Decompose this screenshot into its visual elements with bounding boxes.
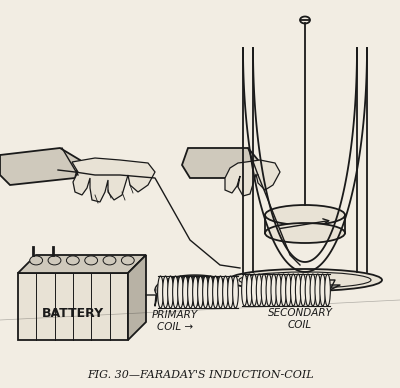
Ellipse shape	[300, 17, 310, 24]
Ellipse shape	[325, 274, 330, 306]
Ellipse shape	[320, 274, 326, 306]
Text: BATTERY: BATTERY	[42, 307, 104, 320]
Ellipse shape	[305, 274, 311, 306]
Ellipse shape	[178, 276, 183, 308]
Ellipse shape	[271, 274, 276, 306]
Polygon shape	[128, 255, 146, 340]
Ellipse shape	[228, 276, 233, 308]
Ellipse shape	[296, 274, 301, 306]
Ellipse shape	[158, 276, 163, 308]
Ellipse shape	[228, 269, 382, 291]
Ellipse shape	[159, 277, 231, 303]
Ellipse shape	[48, 256, 61, 265]
Ellipse shape	[163, 276, 168, 308]
Ellipse shape	[252, 274, 257, 306]
Ellipse shape	[173, 276, 178, 308]
Text: PRIMARY
COIL →: PRIMARY COIL →	[152, 310, 198, 332]
Text: FIG. 30—FARADAY'S INDUCTION-COIL: FIG. 30—FARADAY'S INDUCTION-COIL	[87, 370, 313, 380]
Ellipse shape	[167, 279, 223, 300]
Ellipse shape	[103, 256, 116, 265]
Ellipse shape	[223, 276, 228, 308]
Ellipse shape	[218, 276, 223, 308]
Polygon shape	[18, 255, 146, 273]
Bar	[18, 273, 128, 340]
Ellipse shape	[300, 274, 306, 306]
Ellipse shape	[261, 274, 267, 306]
Ellipse shape	[246, 274, 252, 306]
Ellipse shape	[266, 274, 272, 306]
Ellipse shape	[290, 274, 296, 306]
Ellipse shape	[276, 274, 282, 306]
Ellipse shape	[281, 274, 286, 306]
Text: SECONDARY
COIL: SECONDARY COIL	[268, 308, 332, 329]
Polygon shape	[182, 148, 258, 178]
Ellipse shape	[179, 284, 211, 296]
Ellipse shape	[265, 223, 345, 243]
Ellipse shape	[239, 272, 371, 288]
Ellipse shape	[233, 276, 238, 308]
Ellipse shape	[163, 278, 227, 302]
Polygon shape	[72, 158, 155, 202]
Polygon shape	[0, 148, 80, 185]
Ellipse shape	[193, 276, 198, 308]
Ellipse shape	[208, 276, 213, 308]
Ellipse shape	[213, 276, 218, 308]
Ellipse shape	[175, 282, 215, 298]
Ellipse shape	[171, 281, 219, 299]
Ellipse shape	[198, 276, 203, 308]
Ellipse shape	[310, 274, 316, 306]
Ellipse shape	[122, 256, 134, 265]
Ellipse shape	[256, 274, 262, 306]
Ellipse shape	[183, 276, 188, 308]
Ellipse shape	[242, 274, 247, 306]
Ellipse shape	[168, 276, 173, 308]
Ellipse shape	[66, 256, 79, 265]
Ellipse shape	[30, 256, 42, 265]
Ellipse shape	[315, 274, 320, 306]
Ellipse shape	[85, 256, 98, 265]
Ellipse shape	[265, 205, 345, 225]
Ellipse shape	[286, 274, 291, 306]
Ellipse shape	[188, 276, 193, 308]
Ellipse shape	[203, 276, 208, 308]
Polygon shape	[225, 160, 280, 196]
Ellipse shape	[183, 286, 207, 294]
